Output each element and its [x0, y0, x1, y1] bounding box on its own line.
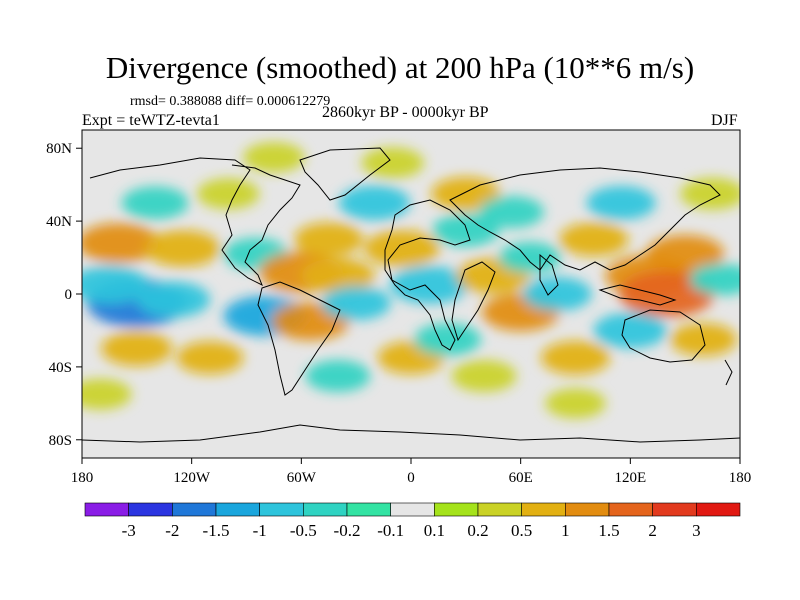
- field-blob: [540, 340, 611, 375]
- colorbar-swatch: [390, 502, 435, 517]
- colorbar-swatch: [565, 502, 610, 517]
- coast-australia: [621, 309, 706, 363]
- colorbar-swatch: [84, 502, 129, 517]
- lat-label: 80S: [49, 433, 72, 449]
- coast-europe-africa: [384, 199, 471, 351]
- field-blob: [243, 142, 305, 173]
- colorbar-swatch: [477, 502, 522, 517]
- field-blob: [431, 176, 501, 211]
- field-blob: [479, 196, 544, 228]
- coast-south-america: [257, 281, 341, 396]
- colorbar-swatch: [652, 502, 697, 517]
- lon-label: 120W: [173, 470, 211, 486]
- colorbar-label: -0.2: [334, 521, 361, 540]
- field-blob: [680, 177, 740, 210]
- lat-label: 0: [65, 287, 73, 303]
- lon-label: 180: [71, 470, 94, 486]
- coast-indonesia: [598, 284, 677, 306]
- field-blob: [390, 265, 469, 304]
- colorbar-label: 1.5: [598, 521, 619, 540]
- field-blob: [363, 229, 440, 267]
- field-blob: [305, 360, 371, 392]
- field-blob: [121, 186, 189, 220]
- field-blob: [82, 378, 132, 410]
- field-blob: [321, 286, 391, 321]
- coastlines: [82, 147, 740, 443]
- field-blob: [361, 147, 425, 179]
- coast-east-africa: [451, 261, 496, 342]
- colorbar-label: -0.1: [377, 521, 404, 540]
- field-blob: [498, 242, 562, 274]
- colorbar-label: 2: [648, 521, 657, 540]
- colorbar-swatch: [346, 502, 391, 517]
- plot-title: Divergence (smoothed) at 200 hPa (10**6 …: [105, 50, 695, 85]
- coast-north-america: [89, 157, 301, 287]
- colorbar: -3 -2 -1.5 -1 -0.5 -0.2 -0.1 0.1 0.2 0.5 1 1.5 2 3: [84, 502, 741, 540]
- divergence-field: [82, 142, 740, 419]
- colorbar-label: -2: [165, 521, 179, 540]
- colorbar-swatch: [521, 502, 566, 517]
- lat-label: 40S: [49, 360, 72, 376]
- field-blob: [82, 265, 149, 304]
- longitude-axis: 180 120W 60W 0 60E 120E 180: [71, 458, 752, 486]
- coast-antarctica: [82, 424, 740, 443]
- stats-text: rmsd= 0.388088 diff= 0.000612279: [130, 94, 331, 109]
- field-blob: [414, 323, 482, 357]
- colorbar-swatch: [172, 502, 217, 517]
- colorbar-label: 3: [692, 521, 701, 540]
- latitude-axis: 80N 40N 0 40S 80S: [46, 141, 82, 449]
- colorbar-label: 1: [561, 521, 570, 540]
- field-blob: [545, 388, 606, 419]
- coast-greenland: [299, 147, 391, 201]
- colorbar-swatch: [215, 502, 260, 517]
- colorbar-label: -1.5: [203, 521, 230, 540]
- colorbar-label: -3: [122, 521, 136, 540]
- lat-label: 80N: [46, 141, 72, 157]
- field-blob: [196, 178, 260, 210]
- coast-india: [539, 253, 559, 296]
- field-blob: [176, 341, 244, 375]
- field-blob: [338, 185, 411, 221]
- colorbar-swatch: [303, 502, 348, 517]
- field-blob: [144, 229, 221, 267]
- colorbar-swatch: [128, 502, 173, 517]
- colorbar-swatch: [696, 502, 741, 517]
- period-subtitle: 2860kyr BP - 0000kyr BP: [322, 104, 489, 121]
- lon-label: 60W: [287, 470, 317, 486]
- colorbar-swatch: [434, 502, 479, 517]
- coast-asia: [449, 167, 721, 271]
- field-blob: [301, 257, 375, 294]
- colorbar-swatch: [608, 502, 653, 517]
- coast-new-zealand: [724, 359, 733, 386]
- colorbar-label: 0.5: [511, 521, 532, 540]
- field-blob: [451, 360, 517, 392]
- colorbar-swatch: [259, 502, 304, 517]
- field-blob: [646, 234, 725, 273]
- lon-label: 180: [729, 470, 752, 486]
- colorbar-label: -0.5: [290, 521, 317, 540]
- season-subtitle: DJF: [711, 112, 738, 129]
- lat-label: 40N: [46, 214, 72, 230]
- lon-label: 120E: [614, 470, 646, 486]
- field-blob: [586, 185, 656, 220]
- field-blob: [559, 222, 629, 257]
- field-blob: [82, 222, 160, 263]
- lon-label: 60E: [509, 470, 533, 486]
- field-blob: [593, 312, 668, 349]
- field-blob: [136, 281, 211, 318]
- experiment-subtitle: Expt = teWTZ-tevta1: [82, 112, 220, 129]
- colorbar-label: -1: [253, 521, 267, 540]
- field-blob: [101, 331, 173, 367]
- field-blob: [432, 213, 500, 247]
- lon-label: 0: [407, 470, 415, 486]
- colorbar-label: 0.1: [424, 521, 445, 540]
- field-blob: [522, 277, 592, 311]
- field-blob: [689, 263, 740, 296]
- field-blob: [294, 222, 364, 257]
- colorbar-label: 0.2: [467, 521, 488, 540]
